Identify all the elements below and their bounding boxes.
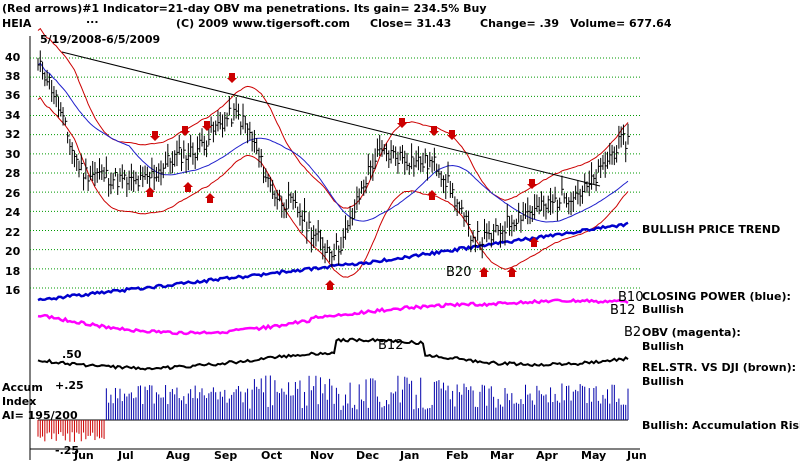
x-tick-label: Jul: [118, 449, 134, 462]
downtrend-line: [61, 51, 601, 187]
signal-b2: B2: [624, 325, 642, 340]
y-tick-label: 18: [5, 265, 21, 278]
x-tick-label: Mar: [490, 449, 514, 462]
y-tick-label: 24: [5, 206, 21, 219]
accum-level-mid: +.25: [55, 379, 84, 392]
y-tick-label: 34: [5, 109, 21, 122]
y-tick-label: 16: [5, 284, 21, 297]
y-tick-label: 20: [5, 245, 21, 258]
y-tick-label: 22: [5, 226, 21, 239]
price-bars: [37, 50, 630, 268]
up-arrow: [325, 280, 335, 290]
signal-b10: B10: [618, 290, 644, 305]
y-tick-label: 28: [5, 167, 21, 180]
y-tick-label: 40: [5, 51, 21, 64]
relstr-line: [37, 337, 629, 371]
accum-level-lo: -.25: [55, 444, 80, 457]
up-arrow: [529, 237, 539, 247]
up-arrow: [205, 193, 215, 203]
lower-band-line: [37, 96, 629, 278]
up-arrow: [479, 267, 489, 277]
relstr-label: REL.STR. VS DJI (brown):: [642, 361, 796, 374]
down-arrow: [150, 131, 160, 141]
trend-status: BULLISH PRICE TREND: [642, 223, 781, 236]
accum-histogram: [37, 375, 629, 442]
closing-power-label: CLOSING POWER (blue):: [642, 290, 791, 303]
date-range: 5/19/2008-6/5/2009: [40, 33, 161, 46]
ticker-symbol: HEIA: [2, 17, 32, 30]
up-arrow: [145, 187, 155, 197]
x-tick-label: Oct: [261, 449, 283, 462]
signal-arrows: [145, 73, 539, 290]
accum-subtitle: Index: [2, 395, 37, 408]
down-arrow: [429, 126, 439, 136]
volume-value: Volume= 677.64: [570, 17, 672, 30]
y-tick-label: 26: [5, 187, 21, 200]
header-dots: ...: [86, 13, 99, 26]
down-arrow: [447, 130, 457, 140]
x-tick-label: Apr: [536, 449, 558, 462]
up-arrow: [507, 267, 517, 277]
copyright-text: (C) 2009 www.tigersoft.com: [176, 17, 351, 30]
accum-status: Bullish: Accumulation Rising: [642, 419, 800, 432]
x-tick-label: Jun: [627, 449, 647, 462]
y-tick-label: 38: [5, 70, 21, 83]
down-arrow: [227, 73, 237, 83]
down-arrow: [202, 121, 212, 131]
x-tick-label: Jun: [74, 449, 94, 462]
down-arrow: [180, 126, 190, 136]
obv-label: OBV (magenta):: [642, 326, 741, 339]
up-arrow: [183, 182, 193, 192]
obv-value: Bullish: [642, 340, 684, 353]
signal-b20: B20: [446, 265, 472, 280]
accum-ai-score: AI= 195/200: [2, 409, 78, 422]
signal-b12: B12: [378, 338, 404, 353]
accum-title: Accum: [2, 381, 43, 394]
x-tick-label: Jan: [400, 449, 420, 462]
closing-power-value: Bullish: [642, 303, 684, 316]
y-tick-label: 32: [5, 128, 21, 141]
y-tick-label: 30: [5, 148, 21, 161]
relstr-value: Bullish: [642, 375, 684, 388]
obv-line: [37, 297, 629, 336]
x-tick-label: Feb: [446, 449, 469, 462]
x-tick-label: Dec: [356, 449, 380, 462]
up-arrow: [427, 190, 437, 200]
down-arrow: [397, 118, 407, 128]
x-tick-label: Aug: [166, 449, 191, 462]
upper-band-line: [37, 27, 629, 209]
indicator-title: (Red arrows)#1 Indicator=21-day OBV ma p…: [2, 2, 487, 15]
down-arrow: [527, 179, 537, 189]
change-value: Change= .39: [480, 17, 560, 30]
x-tick-label: Nov: [310, 449, 334, 462]
y-tick-label: 36: [5, 89, 21, 102]
accum-level-hi: .50: [62, 348, 82, 361]
signal-b12: B12: [610, 303, 636, 318]
x-tick-label: Sep: [214, 449, 238, 462]
close-value: Close= 31.43: [370, 17, 452, 30]
x-tick-label: May: [581, 449, 607, 462]
closing-power-line: [37, 221, 629, 302]
